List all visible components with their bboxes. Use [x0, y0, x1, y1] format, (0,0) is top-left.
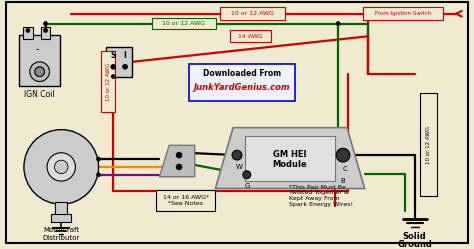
Bar	[230, 30, 272, 42]
Circle shape	[30, 62, 49, 81]
Circle shape	[111, 75, 115, 78]
Text: Module: Module	[273, 160, 308, 170]
Circle shape	[44, 28, 47, 32]
Circle shape	[44, 22, 47, 26]
Bar	[220, 7, 285, 20]
Circle shape	[35, 67, 45, 77]
Text: B: B	[341, 178, 346, 184]
Text: I: I	[124, 52, 127, 61]
Bar	[101, 51, 115, 112]
Text: 10 or 12 AWG: 10 or 12 AWG	[106, 62, 111, 101]
Bar	[51, 214, 71, 222]
Text: Solid: Solid	[403, 232, 427, 241]
Text: Distributor: Distributor	[43, 235, 80, 241]
Circle shape	[176, 164, 182, 170]
Text: From Ignition Switch: From Ignition Switch	[375, 11, 431, 16]
Text: -: -	[36, 44, 39, 54]
Bar	[363, 7, 443, 20]
Circle shape	[176, 152, 182, 158]
Bar	[23, 27, 33, 39]
Text: 14 AWG: 14 AWG	[238, 34, 263, 39]
Bar	[19, 35, 60, 86]
Text: Ground: Ground	[397, 240, 432, 249]
Text: 10 or 12 AWG: 10 or 12 AWG	[426, 126, 431, 164]
Circle shape	[55, 160, 68, 174]
Polygon shape	[159, 145, 195, 177]
Circle shape	[97, 157, 100, 161]
Circle shape	[243, 171, 251, 179]
Text: G: G	[244, 183, 249, 188]
Circle shape	[26, 28, 30, 32]
Text: *This Pair Must Be
Twisted Together &
Kept Away From
Spark Energy Wires!: *This Pair Must Be Twisted Together & Ke…	[289, 185, 353, 207]
Bar	[152, 18, 216, 29]
Text: Downloaded From: Downloaded From	[203, 69, 281, 78]
Text: GM HEI: GM HEI	[273, 150, 307, 159]
Circle shape	[123, 64, 128, 69]
Bar	[156, 189, 215, 211]
Bar	[41, 27, 50, 39]
Text: W: W	[236, 164, 242, 170]
Text: S: S	[110, 52, 116, 61]
Text: 10 or 12 AWG: 10 or 12 AWG	[163, 21, 205, 26]
Text: C: C	[343, 166, 347, 172]
Text: JunkYardGenius.com: JunkYardGenius.com	[193, 83, 290, 92]
Text: IGN Coil: IGN Coil	[24, 90, 55, 99]
Bar	[55, 202, 67, 216]
Polygon shape	[215, 128, 365, 188]
Bar	[189, 64, 295, 101]
Bar	[106, 47, 132, 77]
Circle shape	[336, 22, 340, 26]
Circle shape	[111, 64, 116, 69]
Text: 14 or 16 AWG*
*See Notes: 14 or 16 AWG* *See Notes	[163, 195, 209, 206]
Circle shape	[24, 130, 99, 204]
Circle shape	[47, 153, 75, 181]
Circle shape	[97, 173, 100, 177]
Bar	[245, 135, 335, 181]
Circle shape	[232, 150, 242, 160]
Circle shape	[336, 148, 350, 162]
Bar	[419, 93, 438, 196]
Text: 10 or 12 AWG: 10 or 12 AWG	[231, 11, 274, 16]
Text: Motorcraft: Motorcraft	[43, 227, 79, 233]
